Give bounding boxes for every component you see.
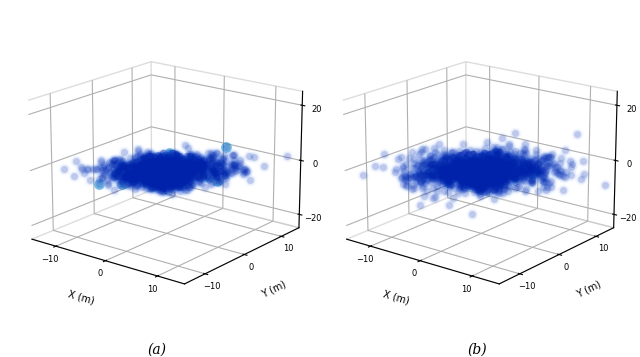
X-axis label: X (m): X (m) — [67, 289, 96, 306]
Y-axis label: Y (m): Y (m) — [575, 278, 603, 299]
Text: (b): (b) — [467, 342, 486, 356]
X-axis label: X (m): X (m) — [382, 289, 410, 306]
Text: (a): (a) — [147, 342, 166, 356]
Y-axis label: Y (m): Y (m) — [260, 278, 288, 299]
